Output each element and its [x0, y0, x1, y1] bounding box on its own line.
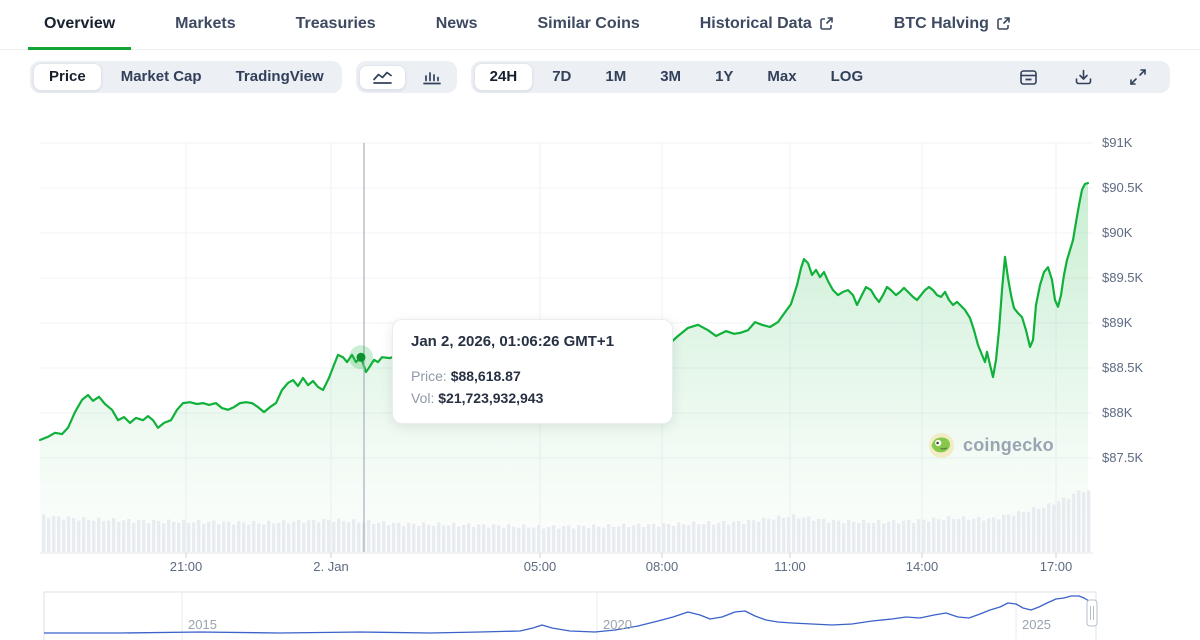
range-button-max[interactable]: Max	[752, 64, 811, 90]
range-switcher: 24H 7D 1M 3M 1Y Max LOG	[470, 61, 1170, 93]
navigator-year-label: 2015	[188, 617, 217, 632]
y-axis-label: $87.5K	[1102, 450, 1144, 465]
metric-switcher: Price Market Cap TradingView	[30, 61, 342, 93]
y-axis-label: $88.5K	[1102, 360, 1144, 375]
range-button-1y[interactable]: 1Y	[700, 64, 748, 90]
tab-label: Historical Data	[699, 14, 812, 32]
volume-bars	[42, 490, 1091, 552]
x-axis-label: 17:00	[1039, 559, 1073, 574]
y-axis-label: $88K	[1102, 405, 1133, 420]
tab-markets[interactable]: Markets	[159, 0, 251, 50]
y-axis-label: $89.5K	[1102, 270, 1144, 285]
calendar-button[interactable]	[1007, 64, 1050, 90]
x-axis-label: 05:00	[523, 559, 557, 574]
chart-type-button-bar-chart[interactable]	[410, 66, 454, 89]
metric-button-price[interactable]: Price	[33, 63, 102, 91]
expand-button[interactable]	[1117, 64, 1159, 90]
tooltip-timestamp: Jan 2, 2026, 01:06:26 GMT+1	[411, 333, 615, 350]
y-axis-label: $90K	[1102, 225, 1133, 240]
tab-similar-coins[interactable]: Similar Coins	[522, 0, 656, 50]
tab-label: Markets	[175, 14, 236, 32]
chart-toolbar: Price Market Cap TradingView 24H 7D 1M 3M 1Y Ma…	[30, 61, 1170, 93]
tab-label: News	[435, 14, 478, 32]
tooltip-price-row: Price: $88,618.87	[411, 368, 521, 384]
x-axis-label: 21:00	[169, 559, 203, 574]
chart-type-button-line-chart[interactable]	[358, 64, 406, 90]
expand-icon	[1130, 69, 1146, 85]
navigator-year-label: 2020	[603, 617, 632, 632]
external-link-icon	[997, 17, 1010, 30]
tab-label: BTC Halving	[893, 14, 989, 32]
download-icon	[1075, 69, 1092, 85]
page-tabs: Overview Markets Treasuries News Similar Coi…	[0, 0, 1200, 50]
tab-historical-data[interactable]: Historical Data	[684, 0, 850, 50]
y-axis-label: $91K	[1102, 135, 1133, 150]
external-link-icon	[819, 17, 833, 30]
range-button-7d[interactable]: 7D	[537, 64, 586, 90]
navigator-handle[interactable]	[1086, 599, 1098, 627]
chart-type-switcher	[355, 61, 457, 93]
metric-button-tradingview[interactable]: TradingView	[221, 64, 339, 90]
line-chart-icon	[372, 71, 392, 84]
tab-label: Similar Coins	[537, 14, 640, 32]
range-button-1m[interactable]: 1M	[590, 64, 641, 90]
tab-overview[interactable]: Overview	[28, 0, 132, 50]
timeline-navigator[interactable]	[43, 591, 1098, 640]
coingecko-logo-icon	[929, 433, 954, 458]
chart-tooltip: Jan 2, 2026, 01:06:26 GMT+1 Price: $88,6…	[392, 319, 673, 424]
x-axis-label: 14:00	[905, 559, 939, 574]
tooltip-volume-row: Vol: $21,723,932,943	[411, 390, 544, 406]
bar-chart-icon	[422, 71, 441, 84]
coingecko-watermark: coingecko	[928, 432, 1054, 459]
tab-label: Treasuries	[295, 14, 376, 32]
tab-label: Overview	[44, 14, 116, 32]
navigator-year-label: 2025	[1022, 617, 1051, 632]
tab-news[interactable]: News	[420, 0, 494, 50]
tab-btc-halving[interactable]: BTC Halving	[878, 0, 1027, 50]
crosshair	[349, 143, 373, 552]
calendar-icon	[1020, 70, 1037, 85]
x-axis-label: 08:00	[645, 559, 679, 574]
range-button-log[interactable]: LOG	[816, 64, 879, 90]
range-button-24h[interactable]: 24H	[473, 63, 534, 91]
x-axis-label: 11:00	[774, 559, 806, 574]
range-button-3m[interactable]: 3M	[645, 64, 696, 90]
metric-button-market-cap[interactable]: Market Cap	[106, 64, 217, 90]
x-axis-label: 2. Jan	[313, 559, 349, 574]
y-axis-label: $89K	[1102, 315, 1133, 330]
y-axis-label: $90.5K	[1102, 180, 1144, 195]
watermark-text: coingecko	[963, 435, 1054, 455]
tab-treasuries[interactable]: Treasuries	[280, 0, 392, 50]
download-button[interactable]	[1062, 64, 1105, 90]
